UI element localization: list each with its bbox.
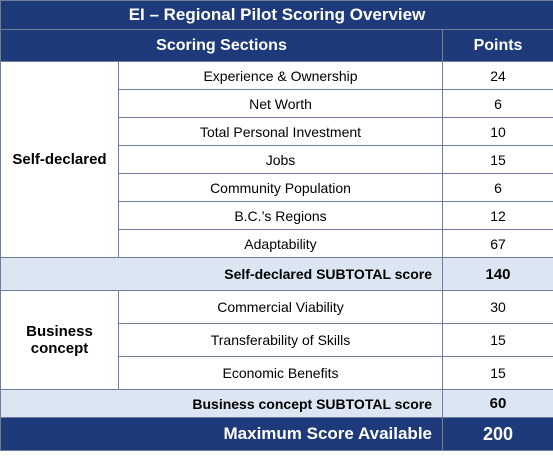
subtotal-points: 140 (441, 257, 553, 291)
table-row: Community Population 6 (1, 173, 553, 202)
section-points: 10 (441, 117, 553, 146)
table-row: Self-declared Experience & Ownership 24 (0, 61, 553, 258)
section-name: Net Worth (118, 89, 443, 118)
header-points: Points (441, 29, 553, 62)
section-points: 15 (441, 145, 553, 174)
section-name: Experience & Ownership (118, 61, 443, 90)
table-row: Transferability of Skills 15 (1, 323, 553, 357)
section-name: B.C.’s Regions (118, 201, 443, 230)
section-name: Transferability of Skills (118, 323, 443, 357)
subtotal-label: Self-declared SUBTOTAL score (0, 257, 443, 291)
subtotal-label: Business concept SUBTOTAL score (0, 389, 443, 418)
section-name: Community Population (118, 173, 443, 202)
section-points: 15 (441, 323, 553, 357)
section-name: Commercial Viability (118, 290, 443, 324)
table-row: Business concept Commercial Viability 30 (0, 290, 553, 390)
section-name: Economic Benefits (118, 356, 443, 390)
table-row: Jobs 15 (1, 145, 553, 174)
section-points: 30 (441, 290, 553, 324)
subtotal-points: 60 (441, 389, 553, 418)
section-points: 15 (441, 356, 553, 390)
table-row: Economic Benefits 15 (1, 356, 553, 390)
maximum-score-row: Maximum Score Available 200 (0, 417, 553, 451)
table-title: EI – Regional Pilot Scoring Overview (0, 0, 553, 30)
section-points: 67 (441, 229, 553, 258)
subtotal-row-business-concept: Business concept SUBTOTAL score 60 (0, 389, 553, 418)
table-row: Adaptability 67 (1, 229, 553, 258)
section-name: Adaptability (118, 229, 443, 258)
section-name: Total Personal Investment (118, 117, 443, 146)
group-label-self-declared: Self-declared (0, 61, 119, 258)
subtotal-row-self-declared: Self-declared SUBTOTAL score 140 (0, 257, 553, 291)
section-points: 6 (441, 89, 553, 118)
table-row: Total Personal Investment 10 (1, 117, 553, 146)
section-points: 24 (441, 61, 553, 90)
group-label-business-concept: Business concept (0, 290, 119, 390)
header-scoring-sections: Scoring Sections (0, 29, 443, 62)
table-row: Net Worth 6 (1, 89, 553, 118)
maximum-score-label: Maximum Score Available (0, 417, 443, 451)
section-name: Jobs (118, 145, 443, 174)
table-row: B.C.’s Regions 12 (1, 201, 553, 230)
section-points: 6 (441, 173, 553, 202)
section-points: 12 (441, 201, 553, 230)
maximum-score-points: 200 (441, 417, 553, 451)
